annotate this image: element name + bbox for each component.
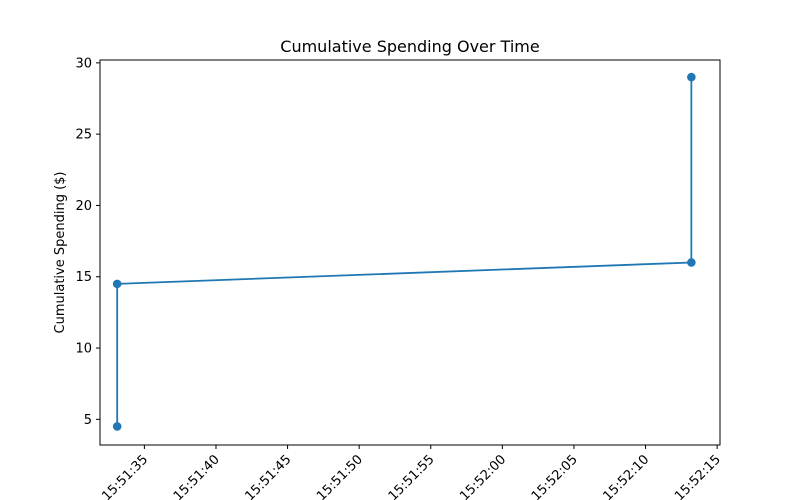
- y-tick-label: 5: [84, 413, 92, 428]
- y-tick-label: 20: [75, 199, 92, 214]
- y-tick-label: 30: [75, 56, 92, 71]
- y-axis: 5 10 15 20 25 30: [75, 56, 100, 428]
- data-point: [687, 72, 696, 82]
- plot-area-frame: [99, 59, 721, 446]
- series-group: [112, 72, 696, 431]
- y-tick-label: 10: [75, 342, 92, 357]
- y-tick-label: 25: [75, 128, 92, 143]
- y-axis-label: Cumulative Spending ($): [53, 172, 68, 334]
- series-line: [116, 77, 693, 427]
- y-tick-label: 15: [75, 270, 92, 285]
- chart-title: Cumulative Spending Over Time: [280, 37, 539, 56]
- data-point: [112, 422, 122, 431]
- data-point: [687, 258, 696, 267]
- data-point: [112, 279, 122, 289]
